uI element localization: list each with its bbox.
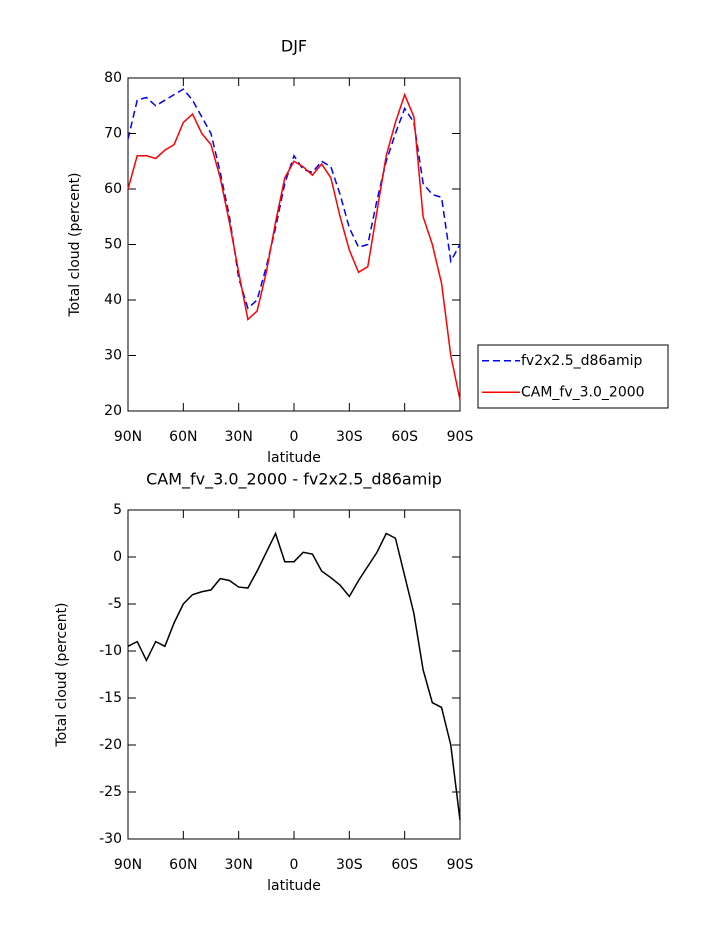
x-tick-label: 90N [114, 857, 142, 873]
y-tick-label: -10 [99, 643, 122, 659]
y-tick-label: -25 [99, 784, 122, 800]
y-tick-label: 60 [104, 181, 122, 197]
y-axis-label: Total cloud (percent) [54, 602, 70, 747]
x-tick-label: 60S [391, 857, 418, 873]
x-tick-label: 30S [336, 429, 363, 445]
data-line [127, 531, 461, 821]
x-tick-label: 60N [169, 429, 197, 445]
y-tick-label: 5 [113, 502, 122, 518]
data-line [127, 92, 461, 401]
y-axis-label: Total cloud (percent) [67, 172, 83, 317]
y-tick-label: 0 [113, 549, 122, 565]
chart-title: DJF [281, 37, 307, 56]
y-tick-label: 40 [104, 292, 122, 308]
legend-box [477, 344, 669, 409]
legend-label: CAM_fv_3.0_2000 [521, 384, 645, 400]
y-tick-label: 30 [104, 348, 122, 364]
x-axis-label: latitude [267, 450, 321, 466]
y-tick-label: 80 [104, 70, 122, 86]
legend-label: fv2x2.5_d86amip [521, 353, 642, 369]
x-tick-label: 30N [225, 429, 253, 445]
y-tick-label: 20 [104, 403, 122, 419]
y-tick-label: -5 [108, 596, 122, 612]
x-axis-label: latitude [267, 878, 321, 894]
plot-frame [127, 509, 461, 840]
x-tick-label: 30S [336, 857, 363, 873]
data-line [127, 88, 461, 310]
plot-frame [127, 77, 461, 412]
x-tick-label: 60S [391, 429, 418, 445]
x-tick-label: 90S [447, 429, 474, 445]
y-tick-label: 50 [104, 237, 122, 253]
x-tick-label: 90S [447, 857, 474, 873]
x-tick-label: 0 [290, 857, 299, 873]
x-tick-label: 60N [169, 857, 197, 873]
y-tick-label: -20 [99, 737, 122, 753]
y-tick-label: -15 [99, 690, 122, 706]
x-tick-label: 0 [290, 429, 299, 445]
x-tick-label: 30N [225, 857, 253, 873]
y-tick-label: 70 [104, 126, 122, 142]
chart-title: CAM_fv_3.0_2000 - fv2x2.5_d86amip [146, 470, 442, 490]
x-tick-label: 90N [114, 429, 142, 445]
y-tick-label: -30 [99, 831, 122, 847]
